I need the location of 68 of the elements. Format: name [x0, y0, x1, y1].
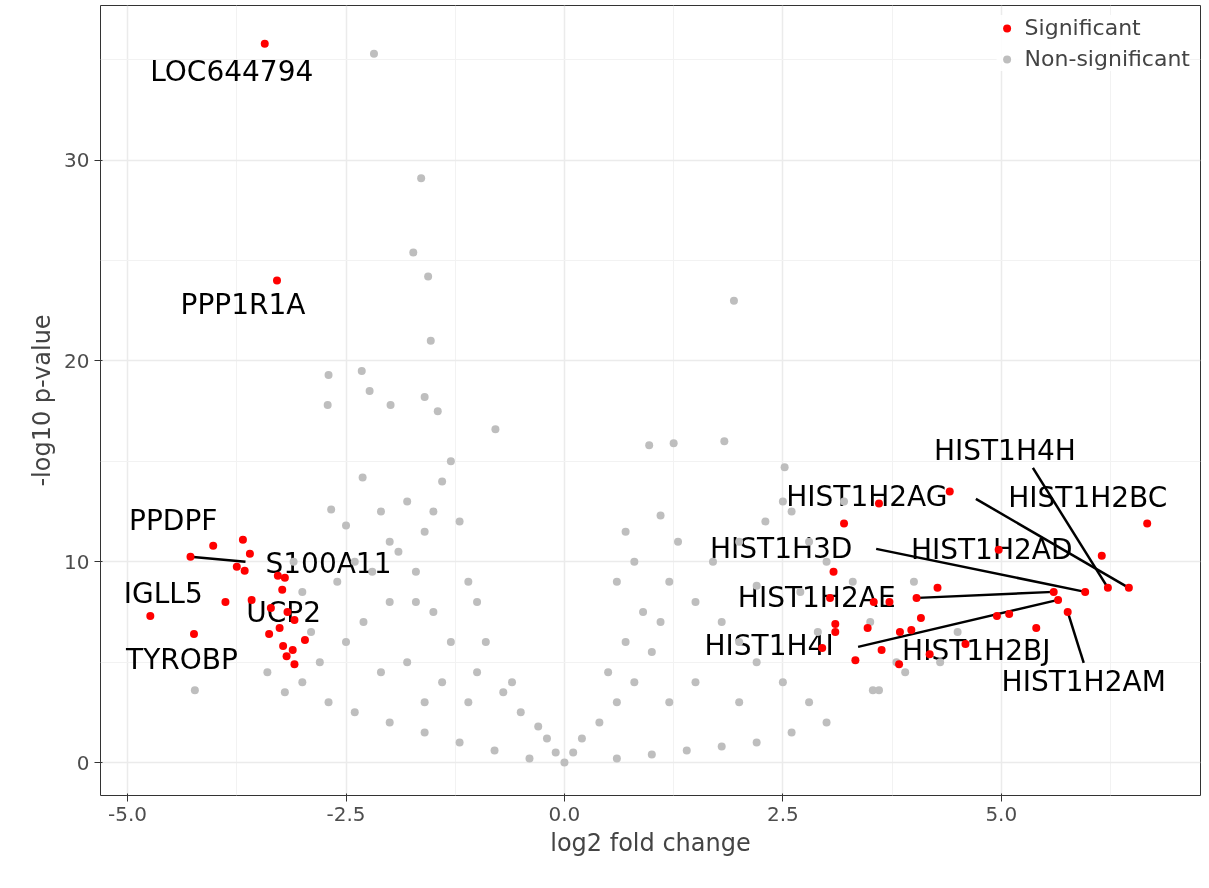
point: [209, 541, 218, 550]
point: [232, 562, 241, 571]
annotation: HIST1H2BJ: [902, 633, 1051, 667]
point: [840, 519, 849, 528]
annotation: PPP1R1A: [180, 288, 306, 322]
point: [1081, 587, 1090, 596]
point: [1049, 587, 1058, 596]
point: [300, 636, 309, 645]
point: [282, 652, 291, 661]
point: [238, 535, 247, 544]
annotation: LOC644794: [150, 55, 314, 89]
point: [863, 624, 872, 633]
x-axis-title: log2 fold change: [550, 828, 751, 857]
point: [1103, 583, 1112, 592]
point: [1005, 609, 1014, 618]
point: [240, 566, 249, 575]
point: [245, 549, 254, 558]
point: [146, 611, 155, 620]
point: [877, 646, 886, 655]
point: [279, 642, 288, 651]
x-tick-label: 0.0: [548, 801, 581, 826]
annotation: HIST1H2AM: [1001, 665, 1166, 699]
y-axis-title: -log10 p-value: [28, 314, 57, 487]
point: [265, 630, 274, 639]
point: [186, 552, 195, 561]
point: [851, 656, 860, 665]
x-tick-label: 5.0: [985, 801, 1018, 826]
annotation: HIST1H2AG: [786, 480, 948, 514]
point: [831, 620, 840, 628]
point: [1063, 607, 1072, 616]
annotation: HIST1H2AE: [737, 581, 896, 615]
annotation: S100A11: [265, 547, 392, 581]
point: [831, 628, 840, 637]
legend-label: Significant: [1024, 15, 1141, 40]
y-tick-label: 20: [64, 348, 90, 373]
annotation: TYROBP: [125, 642, 238, 676]
point: [907, 626, 916, 635]
point: [278, 585, 287, 594]
y-tick-label: 0: [76, 750, 90, 775]
point: [272, 276, 281, 285]
point: [992, 611, 1001, 620]
annotation: HIST1H3D: [709, 532, 853, 566]
annotation: PPDPF: [129, 504, 218, 538]
x-tick-label: 2.5: [766, 801, 799, 826]
point: [912, 593, 921, 602]
point: [280, 573, 289, 582]
point: [933, 583, 942, 592]
point: [290, 660, 299, 669]
y-tick-label: 10: [64, 549, 90, 574]
annotation: HIST1H4I: [704, 629, 834, 663]
point: [829, 567, 838, 576]
legend-label: Non-significant: [1024, 46, 1190, 71]
point: [1054, 595, 1063, 604]
point: [260, 39, 269, 48]
point: [1097, 551, 1106, 560]
point: [916, 613, 925, 622]
point: [189, 630, 198, 639]
point: [1032, 624, 1041, 633]
point: [288, 646, 297, 655]
annotation: HIST1H4H: [933, 434, 1076, 468]
y-tick-label: 30: [64, 148, 90, 173]
point: [895, 628, 904, 637]
point: [221, 597, 230, 606]
point: [1143, 519, 1152, 528]
x-tick-label: -5.0: [108, 801, 148, 826]
annotation: IGLL5: [123, 577, 203, 611]
point: [1124, 583, 1133, 592]
x-tick-label: -2.5: [326, 801, 366, 826]
